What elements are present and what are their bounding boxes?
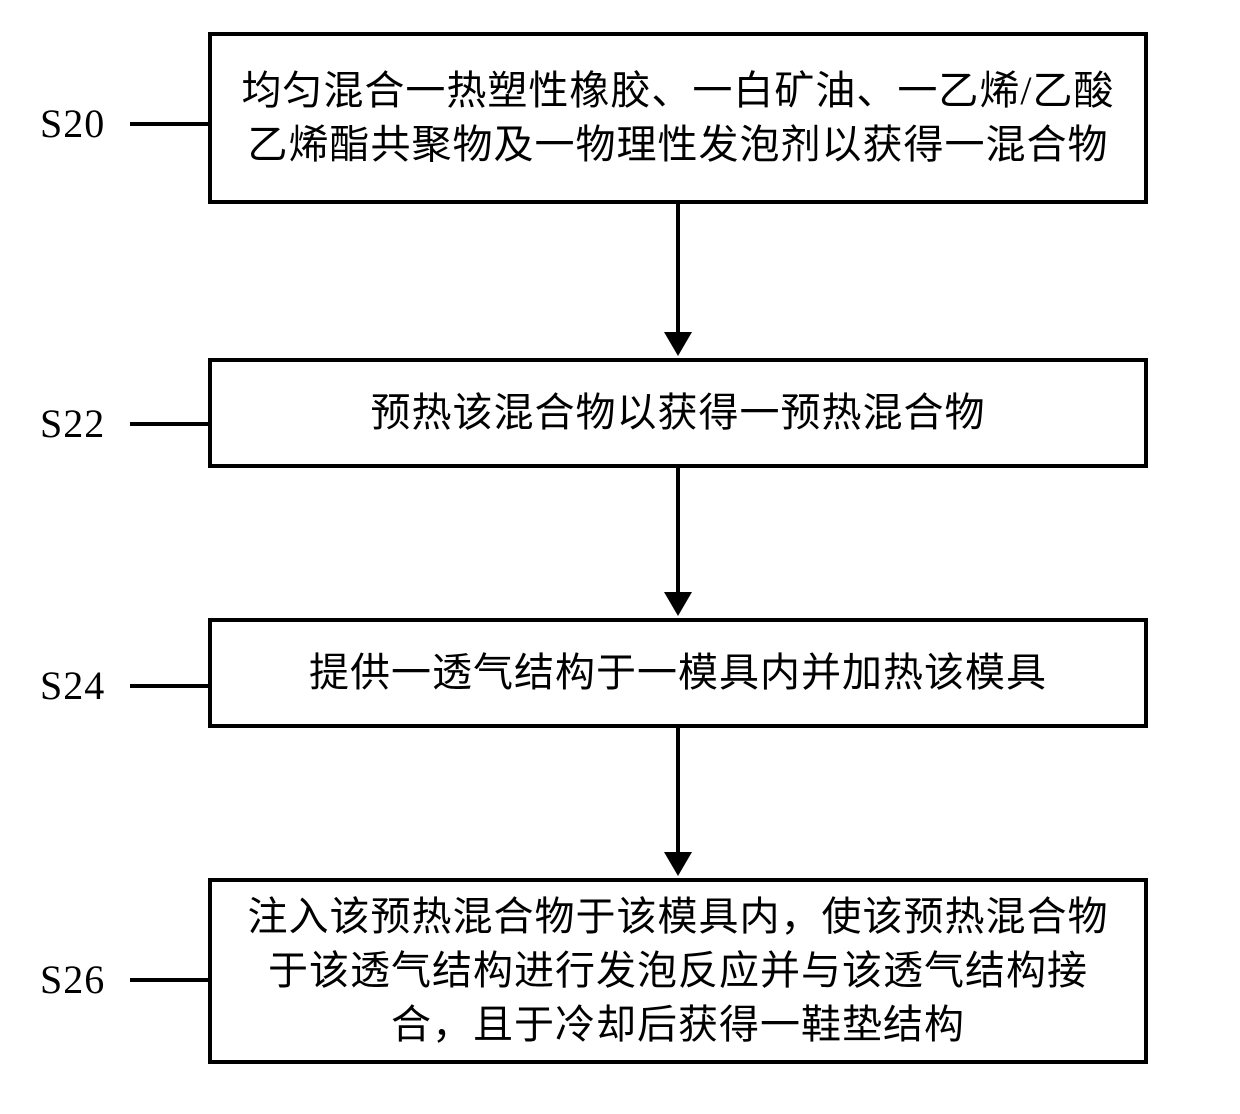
flowchart-container: S20 均匀混合一热塑性橡胶、一白矿油、一乙烯/乙酸乙烯酯共聚物及一物理性发泡剂…	[0, 0, 1240, 1114]
arrow-shaft-1	[676, 204, 680, 332]
step-box-s20: 均匀混合一热塑性橡胶、一白矿油、一乙烯/乙酸乙烯酯共聚物及一物理性发泡剂以获得一…	[208, 32, 1148, 204]
step-box-s26: 注入该预热混合物于该模具内，使该预热混合物于该透气结构进行发泡反应并与该透气结构…	[208, 878, 1148, 1064]
step-text-s20: 均匀混合一热塑性橡胶、一白矿油、一乙烯/乙酸乙烯酯共聚物及一物理性发泡剂以获得一…	[236, 64, 1120, 172]
arrow-head-3	[664, 852, 692, 876]
step-label-s20: S20	[40, 100, 105, 147]
arrow-head-1	[664, 332, 692, 356]
step-label-s26: S26	[40, 956, 105, 1003]
step-box-s22: 预热该混合物以获得一预热混合物	[208, 358, 1148, 468]
step-text-s24: 提供一透气结构于一模具内并加热该模具	[309, 646, 1047, 700]
step-label-s22: S22	[40, 400, 105, 447]
step-connector-s22	[130, 422, 208, 426]
arrow-shaft-2	[676, 468, 680, 592]
step-box-s24: 提供一透气结构于一模具内并加热该模具	[208, 618, 1148, 728]
step-text-s26: 注入该预热混合物于该模具内，使该预热混合物于该透气结构进行发泡反应并与该透气结构…	[236, 890, 1120, 1052]
arrow-shaft-3	[676, 728, 680, 852]
step-connector-s20	[130, 122, 208, 126]
step-label-s24: S24	[40, 662, 105, 709]
step-connector-s26	[130, 978, 208, 982]
step-text-s22: 预热该混合物以获得一预热混合物	[371, 386, 986, 440]
step-connector-s24	[130, 684, 208, 688]
arrow-head-2	[664, 592, 692, 616]
